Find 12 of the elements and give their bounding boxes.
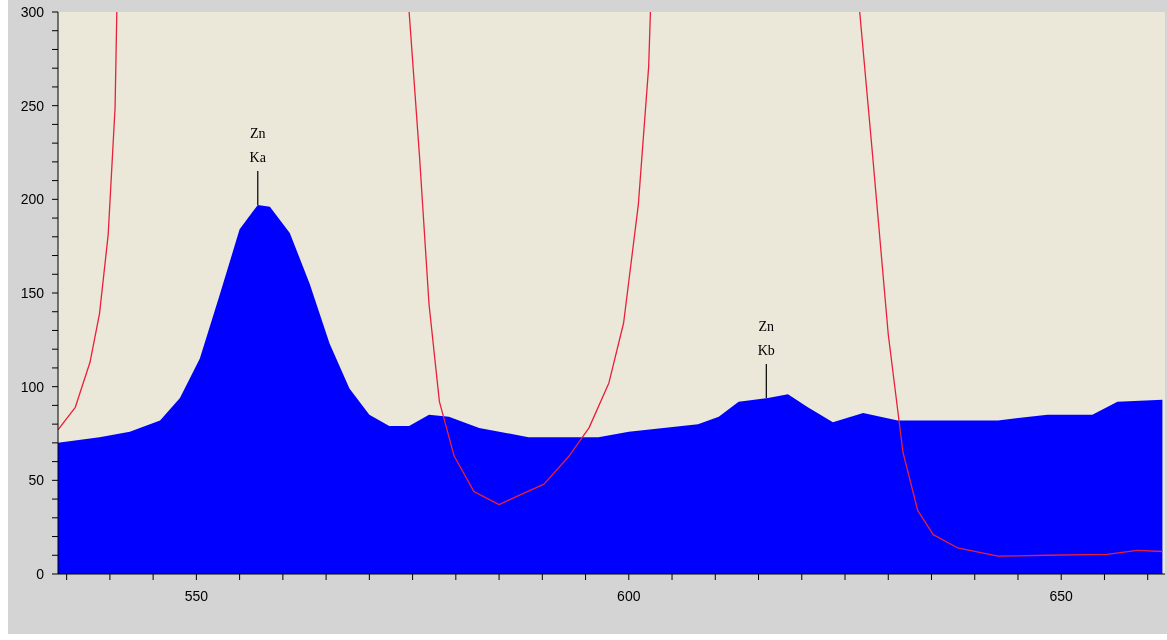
- annotation: Zn Ka: [249, 126, 267, 166]
- y-tick-label: 250: [20, 97, 45, 114]
- x-tick-label: 550: [184, 588, 209, 604]
- y-tick-label: 200: [20, 191, 45, 208]
- annotation: Zn Kb: [757, 319, 775, 359]
- x-tick-label: 650: [1049, 588, 1074, 604]
- y-tick-label: 50: [28, 472, 45, 489]
- y-tick-label: 300: [20, 4, 45, 20]
- y-tick-label: 0: [36, 566, 45, 582]
- x-tick-label: 600: [617, 588, 641, 604]
- y-tick-label: 100: [20, 378, 45, 395]
- y-tick-label: 150: [20, 285, 45, 301]
